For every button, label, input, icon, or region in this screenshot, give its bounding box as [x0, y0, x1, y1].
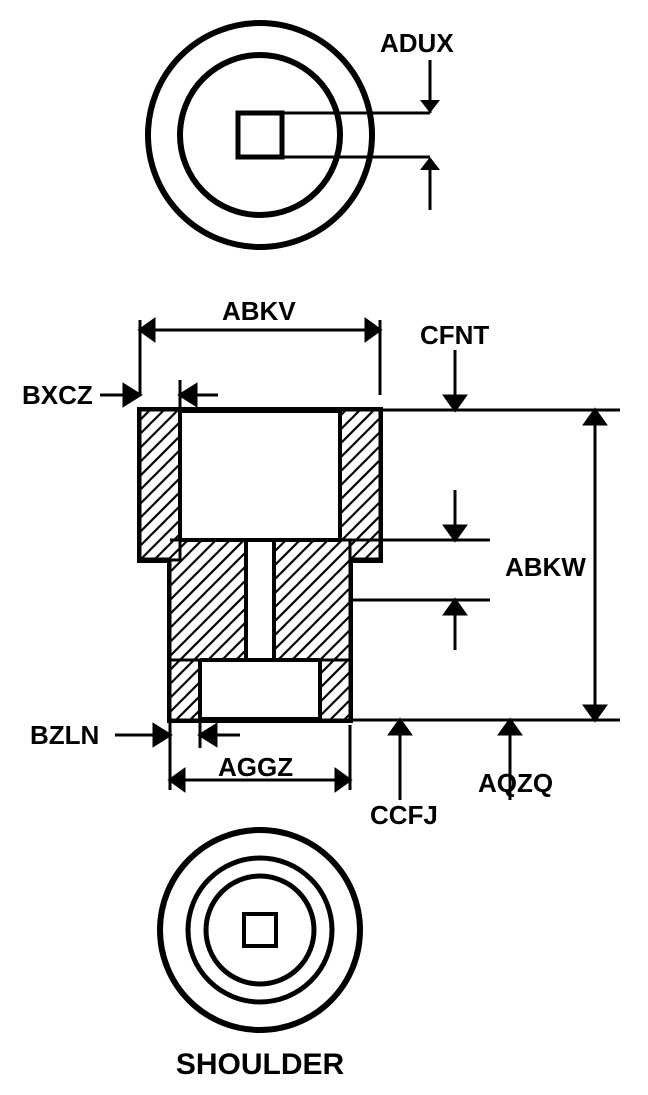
label-ccfj: CCFJ [370, 800, 438, 831]
label-bxcz: BXCZ [22, 380, 93, 411]
label-abkw: ABKW [505, 552, 586, 583]
label-bzln: BZLN [30, 720, 99, 751]
title: SHOULDER [0, 1048, 520, 1082]
bottom-view [160, 830, 360, 1030]
label-cfnt: CFNT [420, 320, 489, 351]
label-aqzq: AQZQ [478, 768, 553, 799]
cross-section [140, 410, 380, 720]
label-aggz: AGGZ [218, 752, 293, 783]
label-abkv: ABKV [222, 296, 296, 327]
label-adux: ADUX [380, 28, 454, 59]
